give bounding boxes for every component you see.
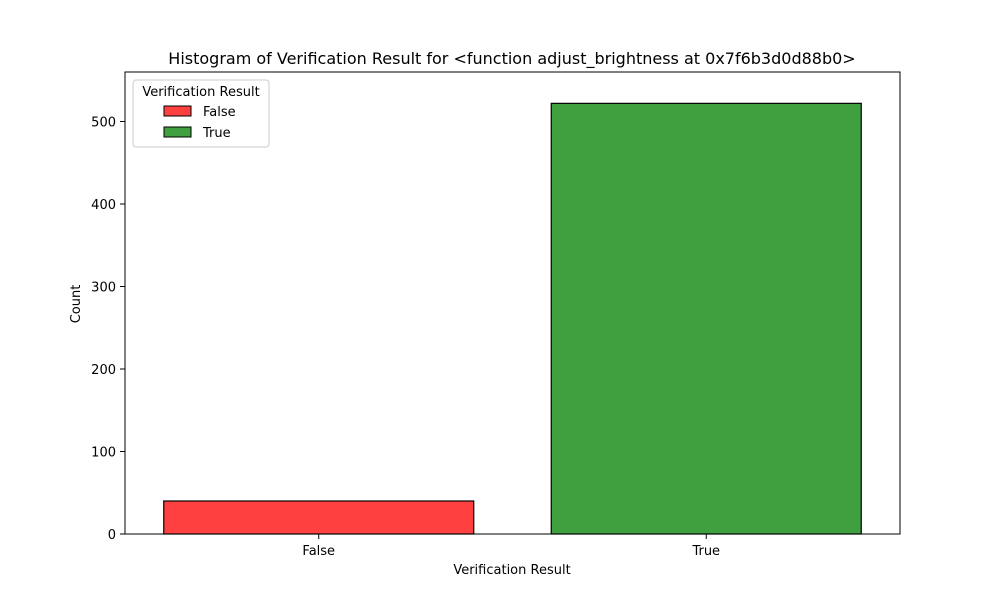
chart-title: Histogram of Verification Result for <fu…	[168, 49, 855, 69]
y-tick-label: 100	[91, 446, 116, 461]
y-tick-label: 0	[108, 528, 116, 543]
x-axis-label: Verification Result	[453, 563, 570, 578]
y-tick-label: 200	[91, 363, 116, 378]
legend-label-false: False	[203, 105, 236, 120]
axes-frame	[124, 71, 901, 535]
bar-true	[550, 102, 862, 535]
plot-area: False True 0 100 200 300 400 500	[91, 71, 901, 559]
bar-false	[163, 500, 475, 535]
y-axis-label: Count	[69, 285, 84, 324]
x-tick-label: False	[302, 544, 335, 559]
y-tick-label: 300	[91, 281, 116, 296]
x-tick-label: True	[691, 544, 720, 559]
y-tick-label: 400	[91, 198, 116, 213]
y-tick-label: 500	[91, 116, 116, 131]
legend-swatch-false	[163, 105, 192, 117]
legend: Verification Result False True	[132, 79, 270, 148]
legend-label-true: True	[202, 126, 231, 141]
legend-swatch-true	[163, 126, 192, 138]
legend-title: Verification Result	[142, 85, 259, 100]
